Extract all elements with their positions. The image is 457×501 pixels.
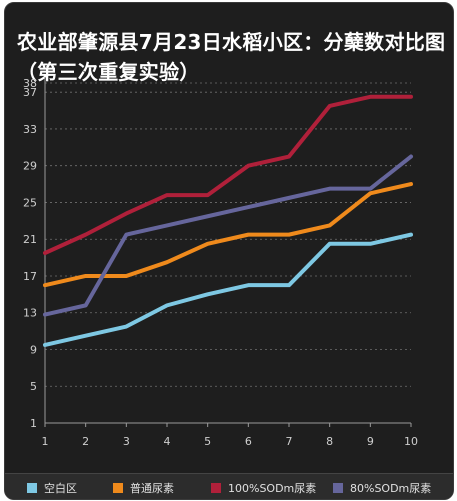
legend-label: 空白区 <box>44 482 77 495</box>
y-tick-label: 21 <box>23 233 37 246</box>
legend-swatch <box>113 483 123 493</box>
x-tick-label: 6 <box>245 435 252 448</box>
series-line-3 <box>43 94 413 255</box>
y-tick-label: 33 <box>23 123 37 136</box>
series-line-1 <box>43 232 413 347</box>
y-tick-label: 9 <box>30 343 37 356</box>
x-tick-label: 5 <box>204 435 211 448</box>
y-tick-label: 17 <box>23 270 37 283</box>
y-tick-label: 25 <box>23 196 37 209</box>
x-tick-label: 7 <box>286 435 293 448</box>
y-tick-label: 38 <box>23 77 37 90</box>
legend-swatch <box>333 483 343 493</box>
legend-label: 100%SODm尿素 <box>228 482 317 495</box>
legend: 空白区 普通尿素 100%SODm尿素 80%SODm尿素 <box>5 473 453 499</box>
y-tick-label: 29 <box>23 160 37 173</box>
chart-title: 农业部肇源县7月23日水稻小区：分蘖数对比图（第三次重复实验） <box>17 30 446 84</box>
legend-label: 普通尿素 <box>130 482 174 495</box>
y-tick-label: 37 <box>23 86 37 99</box>
legend-item[interactable]: 普通尿素 <box>113 474 174 499</box>
x-tick-label: 2 <box>82 435 89 448</box>
legend-item[interactable]: 100%SODm尿素 <box>211 474 317 499</box>
x-tick-label: 8 <box>326 435 333 448</box>
x-tick-label: 4 <box>164 435 171 448</box>
legend-swatch <box>27 483 37 493</box>
legend-swatch <box>211 483 221 493</box>
x-tick-label: 1 <box>42 435 49 448</box>
series-line-2 <box>43 182 413 288</box>
x-tick-label: 9 <box>367 435 374 448</box>
legend-item[interactable]: 空白区 <box>27 474 77 499</box>
x-tick-label: 3 <box>123 435 130 448</box>
x-tick-label: 10 <box>404 435 418 448</box>
legend-label: 80%SODm尿素 <box>350 482 432 495</box>
y-tick-label: 5 <box>30 380 37 393</box>
legend-item[interactable]: 80%SODm尿素 <box>333 474 432 499</box>
series-line-4 <box>43 154 413 317</box>
y-tick-label: 13 <box>23 307 37 320</box>
y-tick-label: 1 <box>30 417 37 430</box>
chart-panel: 农业部肇源县7月23日水稻小区：分蘖数对比图（第三次重复实验） 1 5 9 13 17 2… <box>4 2 454 500</box>
